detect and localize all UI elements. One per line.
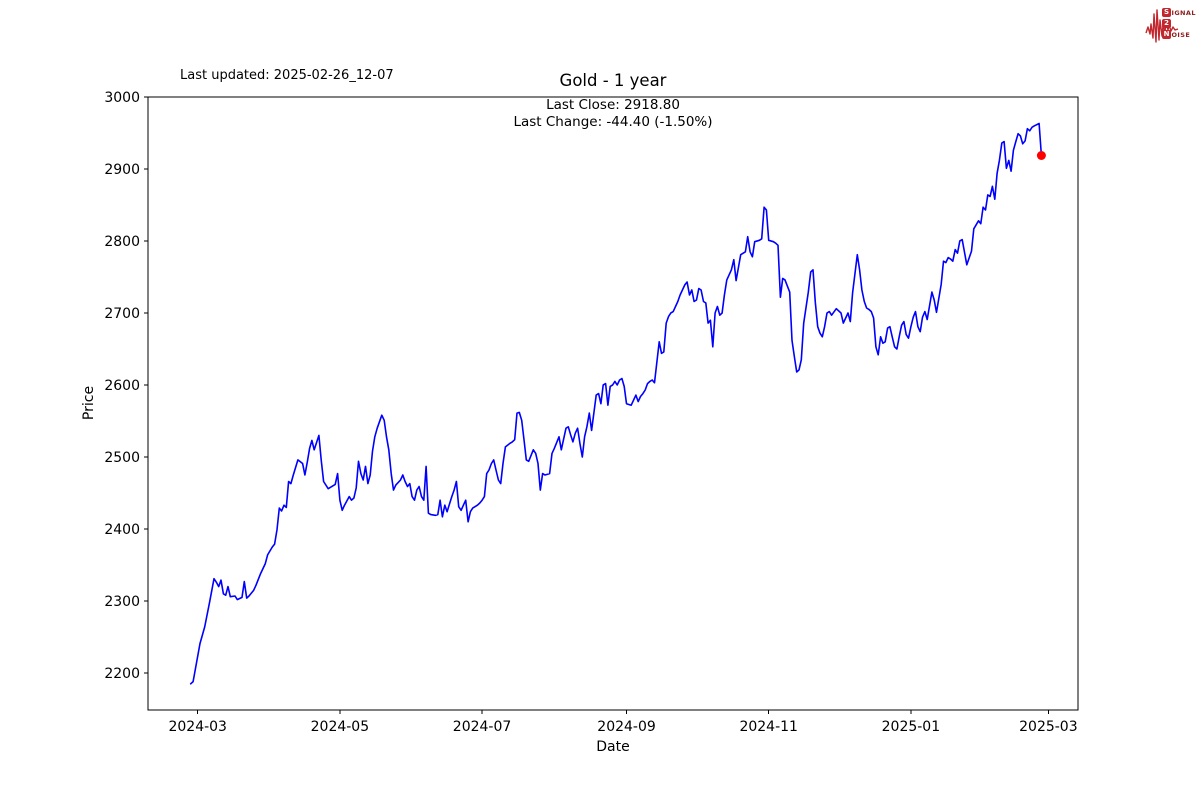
- logo-letter-2: 2: [1162, 19, 1171, 28]
- x-tick-label: 2025-01: [882, 719, 941, 735]
- chart-title: Gold - 1 year: [559, 71, 667, 90]
- price-line: [189, 122, 1043, 685]
- annotation-last-change: Last Change: -44.40 (-1.50%): [513, 114, 713, 130]
- logo-letter-n: N: [1162, 30, 1171, 39]
- signal-2-noise-logo: S IGNAL 2 N OISE: [1140, 4, 1198, 46]
- logo-row-noise: N OISE: [1162, 30, 1190, 39]
- y-tick-label: 2900: [104, 162, 140, 178]
- x-tick-label: 2024-03: [168, 719, 227, 735]
- logo-text-oise: OISE: [1171, 30, 1191, 39]
- y-tick-label: 2200: [104, 666, 140, 682]
- x-tick-label: 2024-11: [739, 719, 798, 735]
- annotation-last-close: Last Close: 2918.80: [546, 97, 680, 113]
- logo-row-2: 2: [1162, 19, 1171, 28]
- y-tick-label: 2300: [104, 594, 140, 610]
- x-tick-label: 2025-03: [1019, 719, 1078, 735]
- y-tick-label: 2600: [104, 378, 140, 394]
- x-tick-label: 2024-09: [597, 719, 656, 735]
- y-tick-label: 2500: [104, 450, 140, 466]
- x-axis-label: Date: [596, 739, 630, 755]
- axes-layer: 2200 2300 2400 2500 2600 2700 2800 2900 3000 2024…: [104, 90, 1079, 735]
- y-tick-label: 3000: [104, 90, 140, 106]
- logo-letter-s: S: [1162, 8, 1171, 17]
- y-tick-label: 2400: [104, 522, 140, 538]
- x-tick-label: 2024-07: [453, 719, 512, 735]
- y-axis-label: Price: [81, 385, 97, 421]
- last-price-dot: [1036, 151, 1046, 160]
- y-tick-label: 2700: [104, 306, 140, 322]
- logo-text-ignal: IGNAL: [1171, 8, 1196, 17]
- last-updated-text: Last updated: 2025-02-26_12-07: [180, 68, 394, 83]
- axes-frame: [147, 96, 1079, 711]
- x-tick-label: 2024-05: [311, 719, 370, 735]
- y-tick-label: 2800: [104, 234, 140, 250]
- logo-row-signal: S IGNAL: [1162, 8, 1196, 17]
